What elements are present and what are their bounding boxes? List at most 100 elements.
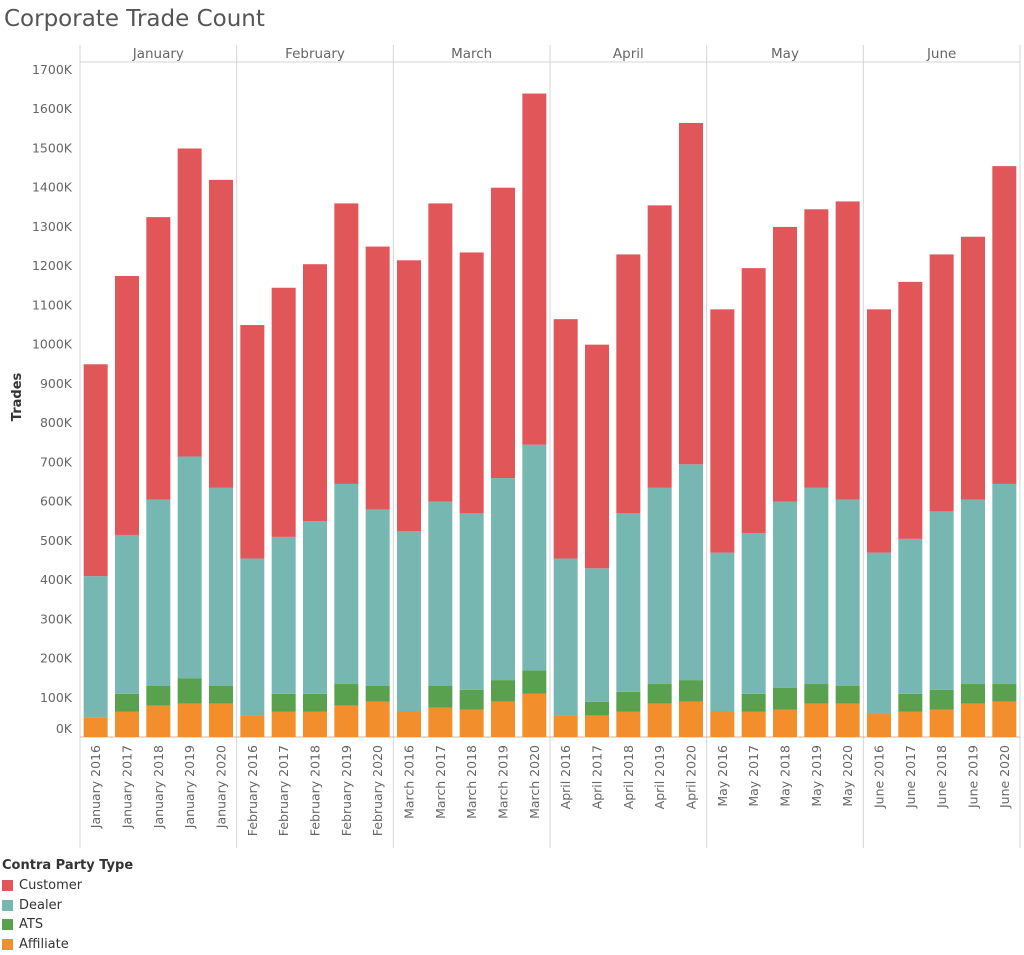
bar-dealer-march-2016 <box>397 531 421 712</box>
x-tick-label: March 2018 <box>464 745 479 819</box>
bar-ats-february-2020 <box>365 685 390 702</box>
x-tick-label: May 2018 <box>778 745 793 807</box>
bar-ats-march-2018 <box>459 689 484 710</box>
bar-dealer-may-2017 <box>741 532 766 694</box>
bar-affiliate-january-2017 <box>115 711 139 737</box>
bar-affiliate-may-2019 <box>804 703 829 737</box>
bar-affiliate-march-2018 <box>459 709 484 737</box>
bar-affiliate-may-2018 <box>773 709 797 737</box>
y-tick-label: 1500K <box>32 140 73 155</box>
bar-dealer-april-2016 <box>553 558 578 716</box>
y-tick-label: 800K <box>40 415 73 430</box>
bar-ats-may-2018 <box>773 687 797 710</box>
bar-customer-june-2019 <box>961 236 985 500</box>
x-tick-label: March 2020 <box>527 745 542 819</box>
bar-ats-february-2019 <box>334 684 359 706</box>
y-tick-label: 1400K <box>32 180 73 195</box>
bar-ats-march-2019 <box>491 680 515 702</box>
bar-dealer-january-2018 <box>146 499 171 686</box>
x-tick-label: January 2018 <box>151 745 166 829</box>
bar-ats-june-2017 <box>898 693 923 712</box>
bar-customer-march-2020 <box>522 93 547 445</box>
bar-dealer-january-2020 <box>209 487 233 686</box>
bar-affiliate-june-2019 <box>961 703 985 737</box>
y-tick-label: 300K <box>40 611 73 626</box>
bar-ats-march-2017 <box>428 685 453 708</box>
bar-affiliate-march-2019 <box>491 701 515 737</box>
bar-customer-april-2016 <box>553 319 578 559</box>
y-tick-label: 1100K <box>32 297 73 312</box>
bar-customer-april-2018 <box>616 254 641 514</box>
bar-affiliate-january-2019 <box>177 703 202 737</box>
bar-customer-may-2016 <box>710 309 735 553</box>
bar-customer-may-2020 <box>835 201 860 500</box>
chart-title: Corporate Trade Count <box>4 6 265 32</box>
bar-ats-march-2020 <box>522 670 547 694</box>
bar-ats-april-2019 <box>647 684 672 704</box>
legend-item-ats: ATS <box>2 915 133 935</box>
bar-dealer-january-2019 <box>177 456 202 679</box>
legend-label: Affiliate <box>19 936 69 952</box>
bar-customer-january-2020 <box>209 179 233 488</box>
bar-ats-january-2017 <box>115 693 139 712</box>
bar-customer-april-2017 <box>585 344 609 569</box>
y-tick-label: 700K <box>40 454 73 469</box>
bar-affiliate-march-2016 <box>397 711 421 737</box>
group-header-may: May <box>771 46 799 62</box>
bar-dealer-march-2017 <box>428 501 453 686</box>
bar-customer-january-2017 <box>115 275 139 535</box>
legend-item-customer: Customer <box>2 876 133 896</box>
bar-dealer-april-2019 <box>647 487 672 685</box>
y-tick-label: 500K <box>40 533 73 548</box>
y-tick-label: 1300K <box>32 219 73 234</box>
y-tick-label: 1600K <box>32 101 73 116</box>
bar-customer-may-2017 <box>741 268 766 533</box>
legend-item-dealer: Dealer <box>2 896 133 916</box>
bar-affiliate-april-2016 <box>553 715 578 737</box>
bar-affiliate-june-2018 <box>929 709 954 737</box>
y-tick-label: 900K <box>40 376 73 391</box>
group-header-february: February <box>285 46 345 62</box>
y-tick-label: 600K <box>40 494 73 509</box>
x-tick-label: June 2016 <box>872 745 887 809</box>
x-tick-label: May 2017 <box>746 745 761 807</box>
bar-customer-march-2019 <box>491 187 515 479</box>
x-tick-label: January 2017 <box>120 745 135 829</box>
bar-dealer-january-2016 <box>83 576 108 718</box>
bar-ats-april-2017 <box>585 701 609 716</box>
bar-customer-may-2019 <box>804 209 829 488</box>
bar-customer-april-2020 <box>679 122 703 465</box>
bar-customer-march-2017 <box>428 203 453 502</box>
x-tick-label: June 2018 <box>934 745 949 809</box>
bar-customer-may-2018 <box>773 226 797 502</box>
legend: Contra Party Type Customer Dealer ATS Affil… <box>2 858 133 954</box>
bar-ats-june-2018 <box>929 689 954 710</box>
x-tick-label: March 2019 <box>496 745 511 819</box>
bar-affiliate-february-2019 <box>334 705 359 737</box>
x-tick-label: June 2017 <box>903 745 918 809</box>
y-tick-label: 1700K <box>32 62 73 77</box>
bar-dealer-february-2020 <box>365 509 390 686</box>
bar-ats-january-2020 <box>209 685 233 704</box>
bar-dealer-february-2016 <box>240 558 265 716</box>
y-tick-label: 0K <box>56 721 73 736</box>
bar-dealer-june-2020 <box>992 483 1017 685</box>
x-tick-label: February 2017 <box>276 745 291 836</box>
legend-swatch <box>2 899 13 911</box>
bar-dealer-april-2020 <box>679 464 703 681</box>
group-header-march: March <box>451 46 492 62</box>
x-tick-label: June 2020 <box>997 745 1012 809</box>
x-tick-label: February 2018 <box>308 745 323 836</box>
bar-ats-june-2019 <box>961 684 985 704</box>
bar-customer-february-2017 <box>271 287 296 537</box>
bar-affiliate-february-2018 <box>303 711 327 737</box>
bar-affiliate-february-2016 <box>240 715 265 737</box>
y-tick-label: 400K <box>40 572 73 587</box>
legend-label: ATS <box>19 917 44 933</box>
bar-affiliate-january-2016 <box>83 717 108 737</box>
x-tick-label: January 2019 <box>182 745 197 829</box>
bar-dealer-april-2017 <box>585 568 609 702</box>
bar-customer-june-2020 <box>992 166 1017 484</box>
x-tick-label: February 2016 <box>245 745 260 836</box>
bar-dealer-february-2018 <box>303 521 327 694</box>
